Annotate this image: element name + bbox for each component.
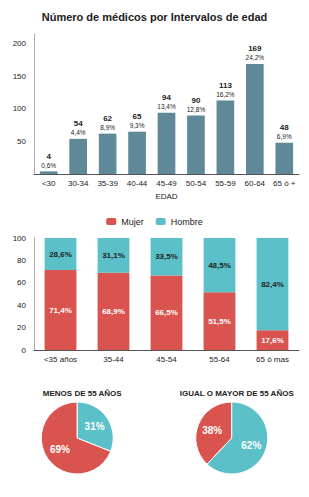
- svg-text:94: 94: [162, 93, 171, 102]
- svg-text:169: 169: [248, 44, 262, 53]
- svg-text:82,4%: 82,4%: [261, 280, 284, 289]
- svg-text:8,9%: 8,9%: [100, 124, 115, 131]
- svg-text:62: 62: [103, 114, 112, 123]
- svg-text:69%: 69%: [50, 444, 70, 455]
- svg-text:13,4%: 13,4%: [157, 103, 176, 110]
- svg-text:80: 80: [17, 256, 26, 265]
- svg-text:Número de médicos por Interval: Número de médicos por Intervalos de edad: [42, 11, 268, 23]
- svg-text:33,5%: 33,5%: [155, 252, 178, 261]
- svg-text:17,6%: 17,6%: [261, 336, 284, 345]
- svg-text:66,5%: 66,5%: [155, 308, 178, 317]
- svg-text:71,4%: 71,4%: [49, 306, 72, 315]
- svg-text:4,4%: 4,4%: [71, 129, 86, 136]
- svg-text:65 ó +: 65 ó +: [273, 179, 296, 188]
- svg-text:50-54: 50-54: [186, 179, 207, 188]
- svg-text:40: 40: [17, 301, 26, 310]
- svg-text:12,8%: 12,8%: [187, 106, 206, 113]
- svg-text:35-39: 35-39: [97, 179, 118, 188]
- svg-text:100: 100: [13, 234, 27, 243]
- svg-text:MENOS DE 55 AÑOS: MENOS DE 55 AÑOS: [43, 389, 122, 398]
- svg-text:62%: 62%: [241, 440, 261, 451]
- svg-text:50: 50: [17, 137, 26, 146]
- svg-text:IGUAL O MAYOR DE 55 AÑOS: IGUAL O MAYOR DE 55 AÑOS: [180, 389, 295, 398]
- svg-text:16,2%: 16,2%: [216, 91, 235, 98]
- svg-text:45-49: 45-49: [156, 179, 177, 188]
- svg-text:60: 60: [17, 278, 26, 287]
- svg-text:Hombre: Hombre: [171, 217, 203, 227]
- svg-text:38%: 38%: [202, 425, 222, 436]
- svg-text:6,9%: 6,9%: [277, 133, 292, 140]
- svg-text:51,5%: 51,5%: [208, 317, 231, 326]
- svg-text:31%: 31%: [85, 421, 105, 432]
- svg-text:31,1%: 31,1%: [102, 251, 125, 260]
- svg-text:45-54: 45-54: [156, 355, 177, 364]
- svg-text:90: 90: [191, 96, 200, 105]
- svg-text:100: 100: [13, 104, 27, 113]
- svg-text:48,5%: 48,5%: [208, 261, 231, 270]
- svg-text:4: 4: [46, 152, 51, 161]
- svg-text:30-34: 30-34: [68, 179, 89, 188]
- svg-text:35-44: 35-44: [103, 355, 124, 364]
- svg-text:EDAD: EDAD: [155, 192, 177, 201]
- svg-text:0,6%: 0,6%: [41, 162, 56, 169]
- svg-text:55-64: 55-64: [209, 355, 230, 364]
- svg-text:28,6%: 28,6%: [49, 250, 72, 259]
- svg-text:54: 54: [74, 119, 83, 128]
- svg-text:48: 48: [280, 123, 289, 132]
- svg-text:0: 0: [22, 346, 27, 355]
- svg-text:68,9%: 68,9%: [102, 307, 125, 316]
- svg-text:20: 20: [17, 323, 26, 332]
- svg-text:<30: <30: [42, 179, 56, 188]
- svg-text:24,2%: 24,2%: [246, 54, 265, 61]
- svg-text:<35 años: <35 años: [44, 355, 77, 364]
- svg-text:40-44: 40-44: [127, 179, 148, 188]
- svg-text:Mujer: Mujer: [121, 217, 144, 227]
- svg-text:150: 150: [13, 72, 27, 81]
- svg-text:113: 113: [219, 81, 232, 90]
- svg-text:65: 65: [133, 112, 142, 121]
- svg-text:65 ó mas: 65 ó mas: [256, 355, 289, 364]
- svg-text:9,3%: 9,3%: [130, 122, 145, 129]
- svg-text:60-64: 60-64: [245, 179, 266, 188]
- svg-text:55-59: 55-59: [215, 179, 236, 188]
- svg-text:200: 200: [13, 39, 27, 48]
